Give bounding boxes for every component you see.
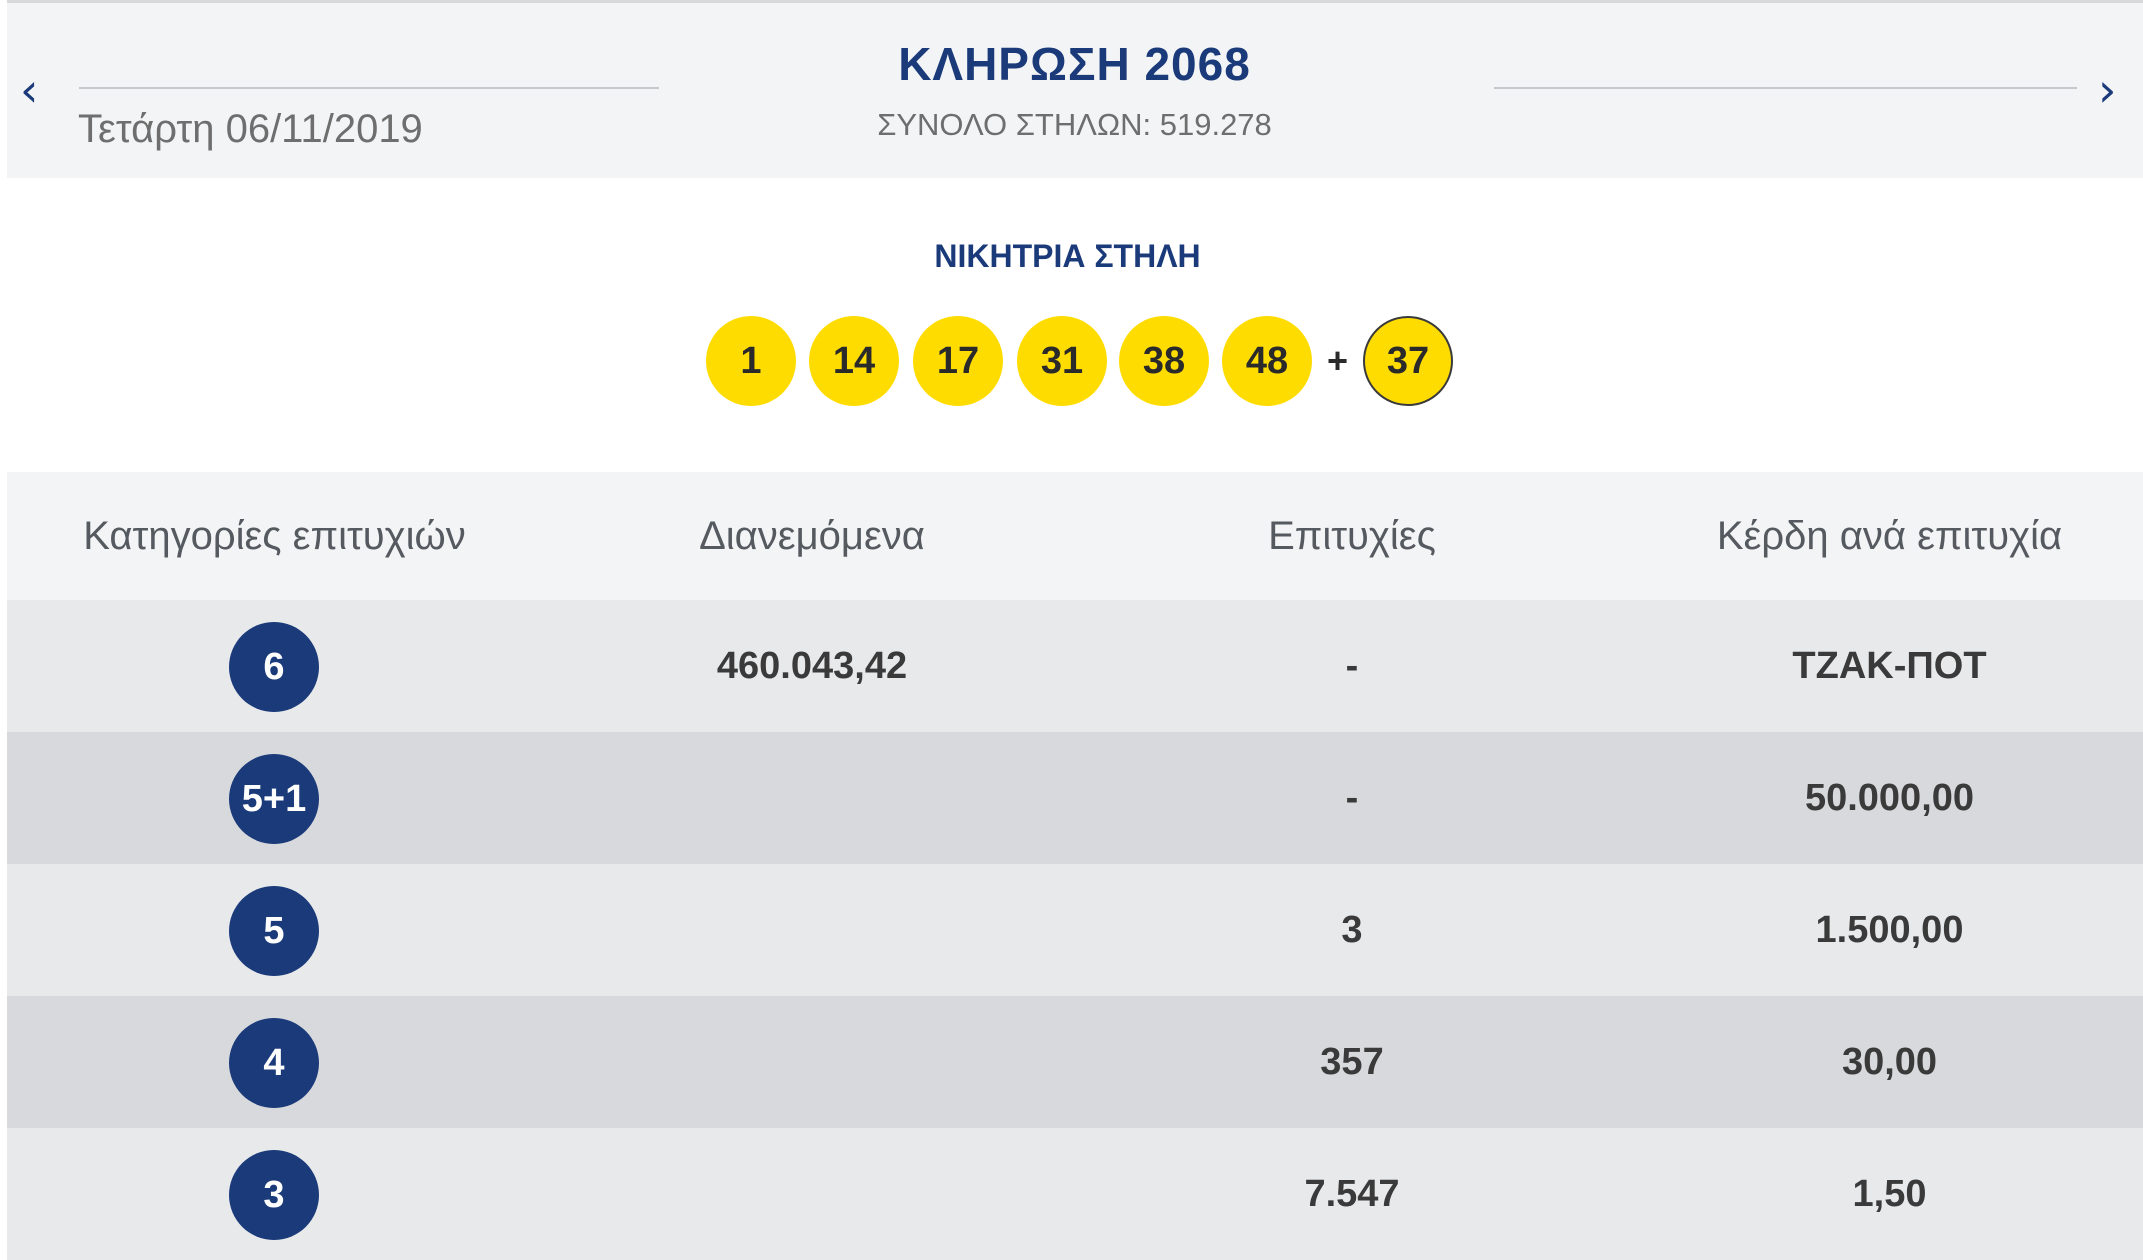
distributed-cell: [542, 864, 1082, 996]
winning-ball: 14: [809, 316, 899, 406]
prize-cell: 1,50: [1852, 1173, 1927, 1215]
table-row: 5 3 1.500,00: [7, 864, 2143, 996]
table-row: 3 7.547 1,50: [7, 1128, 2143, 1260]
table-row: 4 357 30,00: [7, 996, 2143, 1128]
winning-ball: 17: [913, 316, 1003, 406]
prize-cell: ΤΖΑΚ-ΠΟΤ: [1792, 645, 1987, 687]
draw-header: ‹ Τετάρτη 06/11/2019 ΚΛΗΡΩΣΗ 2068 ΣΥΝΟΛΟ…: [7, 0, 2143, 178]
header-prize-per-winner: Κέρδη ανά επιτυχία: [1716, 514, 2063, 558]
category-badge: 3: [229, 1150, 319, 1240]
winning-column-title: ΝΙΚΗΤΡΙΑ ΣΤΗΛΗ: [934, 238, 1201, 274]
table-row: 5+1 - 50.000,00: [7, 732, 2143, 864]
divider-right: [1494, 87, 2077, 89]
winners-cell: 3: [1341, 909, 1363, 951]
distributed-cell: [542, 732, 1082, 864]
winning-ball: 48: [1222, 316, 1312, 406]
winning-ball: 1: [706, 316, 796, 406]
header-distributed: Διανεμόμενα: [699, 514, 925, 558]
header-categories: Κατηγορίες επιτυχιών: [83, 514, 466, 558]
distributed-cell: [542, 996, 1082, 1128]
prize-cell: 30,00: [1841, 1041, 1938, 1083]
winners-cell: 357: [1320, 1041, 1384, 1083]
category-badge: 6: [229, 622, 319, 712]
distributed-cell: [542, 1128, 1082, 1260]
category-badge: 5+1: [229, 754, 319, 844]
winning-ball: 38: [1119, 316, 1209, 406]
chevron-left-icon[interactable]: ‹: [20, 63, 39, 117]
draw-title: ΚΛΗΡΩΣΗ 2068: [898, 38, 1251, 90]
table-row: 6 460.043,42 - ΤΖΑΚ-ΠΟΤ: [7, 600, 2143, 732]
winning-ball: 31: [1017, 316, 1107, 406]
header-winners: Επιτυχίες: [1268, 514, 1436, 558]
total-columns: ΣΥΝΟΛΟ ΣΤΗΛΩΝ: 519.278: [877, 107, 1272, 142]
winners-cell: -: [1345, 645, 1359, 687]
plus-sign: +: [1327, 340, 1349, 381]
prize-cell: 50.000,00: [1804, 777, 1975, 819]
draw-date: Τετάρτη 06/11/2019: [78, 107, 423, 151]
chevron-right-icon[interactable]: ›: [2098, 63, 2117, 117]
divider-left: [79, 87, 659, 89]
bonus-ball: 37: [1363, 316, 1453, 406]
distributed-cell: 460.043,42: [716, 645, 908, 687]
prize-table: Κατηγορίες επιτυχιών Διανεμόμενα Επιτυχί…: [7, 472, 2143, 1260]
category-badge: 5: [229, 886, 319, 976]
winners-cell: -: [1345, 777, 1359, 819]
table-header: Κατηγορίες επιτυχιών Διανεμόμενα Επιτυχί…: [7, 472, 2143, 600]
winners-cell: 7.547: [1304, 1173, 1400, 1215]
category-badge: 4: [229, 1018, 319, 1108]
prize-cell: 1.500,00: [1815, 909, 1964, 951]
